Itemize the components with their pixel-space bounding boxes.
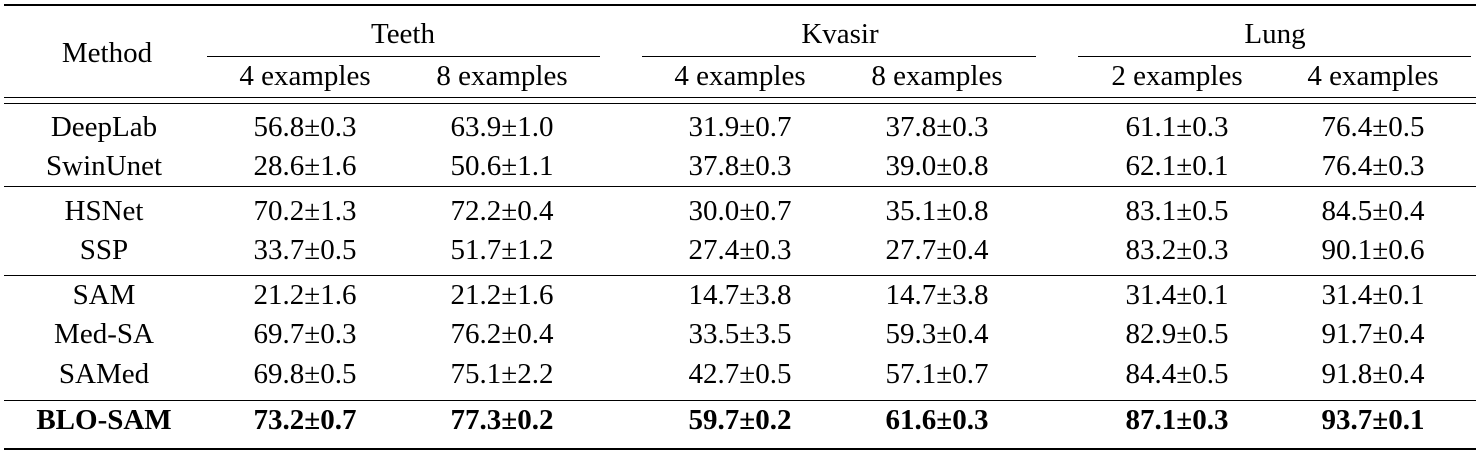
value-cell: 87.1±0.3 [1125, 404, 1229, 436]
value-cell: 31.9±0.7 [688, 111, 792, 143]
method-cell: SSP [79, 234, 129, 266]
group-rule-2 [4, 275, 1476, 277]
value-cell: 33.7±0.5 [253, 234, 357, 266]
value-cell: 21.2±1.6 [253, 279, 357, 311]
value-cell: 83.1±0.5 [1125, 195, 1229, 227]
value-cell: 83.2±0.3 [1125, 234, 1229, 266]
value-cell: 63.9±1.0 [450, 111, 554, 143]
value-cell: 59.7±0.2 [688, 404, 792, 436]
top-rule [4, 4, 1476, 7]
value-cell: 84.5±0.4 [1321, 195, 1425, 227]
column-header: 4 examples [239, 60, 371, 92]
value-cell: 31.4±0.1 [1321, 279, 1425, 311]
method-header: Method [61, 37, 153, 69]
value-cell: 21.2±1.6 [450, 279, 554, 311]
value-cell: 93.7±0.1 [1321, 404, 1425, 436]
value-cell: 33.5±3.5 [688, 318, 792, 350]
method-cell: SAM [72, 279, 136, 311]
value-cell: 27.4±0.3 [688, 234, 792, 266]
teeth-cmidrule [207, 56, 600, 58]
value-cell: 37.8±0.3 [688, 150, 792, 182]
value-cell: 69.8±0.5 [253, 358, 357, 390]
value-cell: 51.7±1.2 [450, 234, 554, 266]
column-header: 4 examples [674, 60, 806, 92]
value-cell: 91.8±0.4 [1321, 358, 1425, 390]
group-header-lung: Lung [1244, 18, 1306, 50]
value-cell: 42.7±0.5 [688, 358, 792, 390]
value-cell: 14.7±3.8 [885, 279, 989, 311]
value-cell: 30.0±0.7 [688, 195, 792, 227]
value-cell: 59.3±0.4 [885, 318, 989, 350]
value-cell: 61.6±0.3 [885, 404, 989, 436]
value-cell: 14.7±3.8 [688, 279, 792, 311]
value-cell: 39.0±0.8 [885, 150, 989, 182]
method-cell: DeepLab [50, 111, 158, 143]
value-cell: 37.8±0.3 [885, 111, 989, 143]
value-cell: 50.6±1.1 [450, 150, 554, 182]
column-header: 4 examples [1307, 60, 1439, 92]
column-header: 8 examples [871, 60, 1003, 92]
value-cell: 27.7±0.4 [885, 234, 989, 266]
value-cell: 76.4±0.3 [1321, 150, 1425, 182]
column-header: 2 examples [1111, 60, 1243, 92]
value-cell: 72.2±0.4 [450, 195, 554, 227]
value-cell: 35.1±0.8 [885, 195, 989, 227]
value-cell: 76.4±0.5 [1321, 111, 1425, 143]
kvasir-cmidrule [642, 56, 1036, 58]
bottom-rule [4, 448, 1476, 451]
lung-cmidrule [1078, 56, 1471, 58]
value-cell: 28.6±1.6 [253, 150, 357, 182]
value-cell: 75.1±2.2 [450, 358, 554, 390]
column-header: 8 examples [436, 60, 568, 92]
group-rule-3 [4, 400, 1476, 402]
value-cell: 70.2±1.3 [253, 195, 357, 227]
value-cell: 84.4±0.5 [1125, 358, 1229, 390]
value-cell: 73.2±0.7 [253, 404, 357, 436]
group-header-kvasir: Kvasir [801, 18, 879, 50]
group-header-teeth: Teeth [371, 18, 435, 50]
header-double-rule-top [4, 97, 1476, 99]
value-cell: 76.2±0.4 [450, 318, 554, 350]
method-cell: SAMed [58, 358, 150, 390]
value-cell: 61.1±0.3 [1125, 111, 1229, 143]
group-rule-1 [4, 186, 1476, 188]
header-double-rule-bottom [4, 103, 1476, 105]
value-cell: 56.8±0.3 [253, 111, 357, 143]
value-cell: 90.1±0.6 [1321, 234, 1425, 266]
value-cell: 77.3±0.2 [450, 404, 554, 436]
method-cell: HSNet [64, 195, 144, 227]
value-cell: 82.9±0.5 [1125, 318, 1229, 350]
value-cell: 62.1±0.1 [1125, 150, 1229, 182]
method-cell: Med-SA [54, 318, 154, 350]
value-cell: 91.7±0.4 [1321, 318, 1425, 350]
value-cell: 69.7±0.3 [253, 318, 357, 350]
method-cell: SwinUnet [46, 150, 162, 182]
value-cell: 57.1±0.7 [885, 358, 989, 390]
value-cell: 31.4±0.1 [1125, 279, 1229, 311]
method-cell: BLO-SAM [36, 404, 172, 436]
